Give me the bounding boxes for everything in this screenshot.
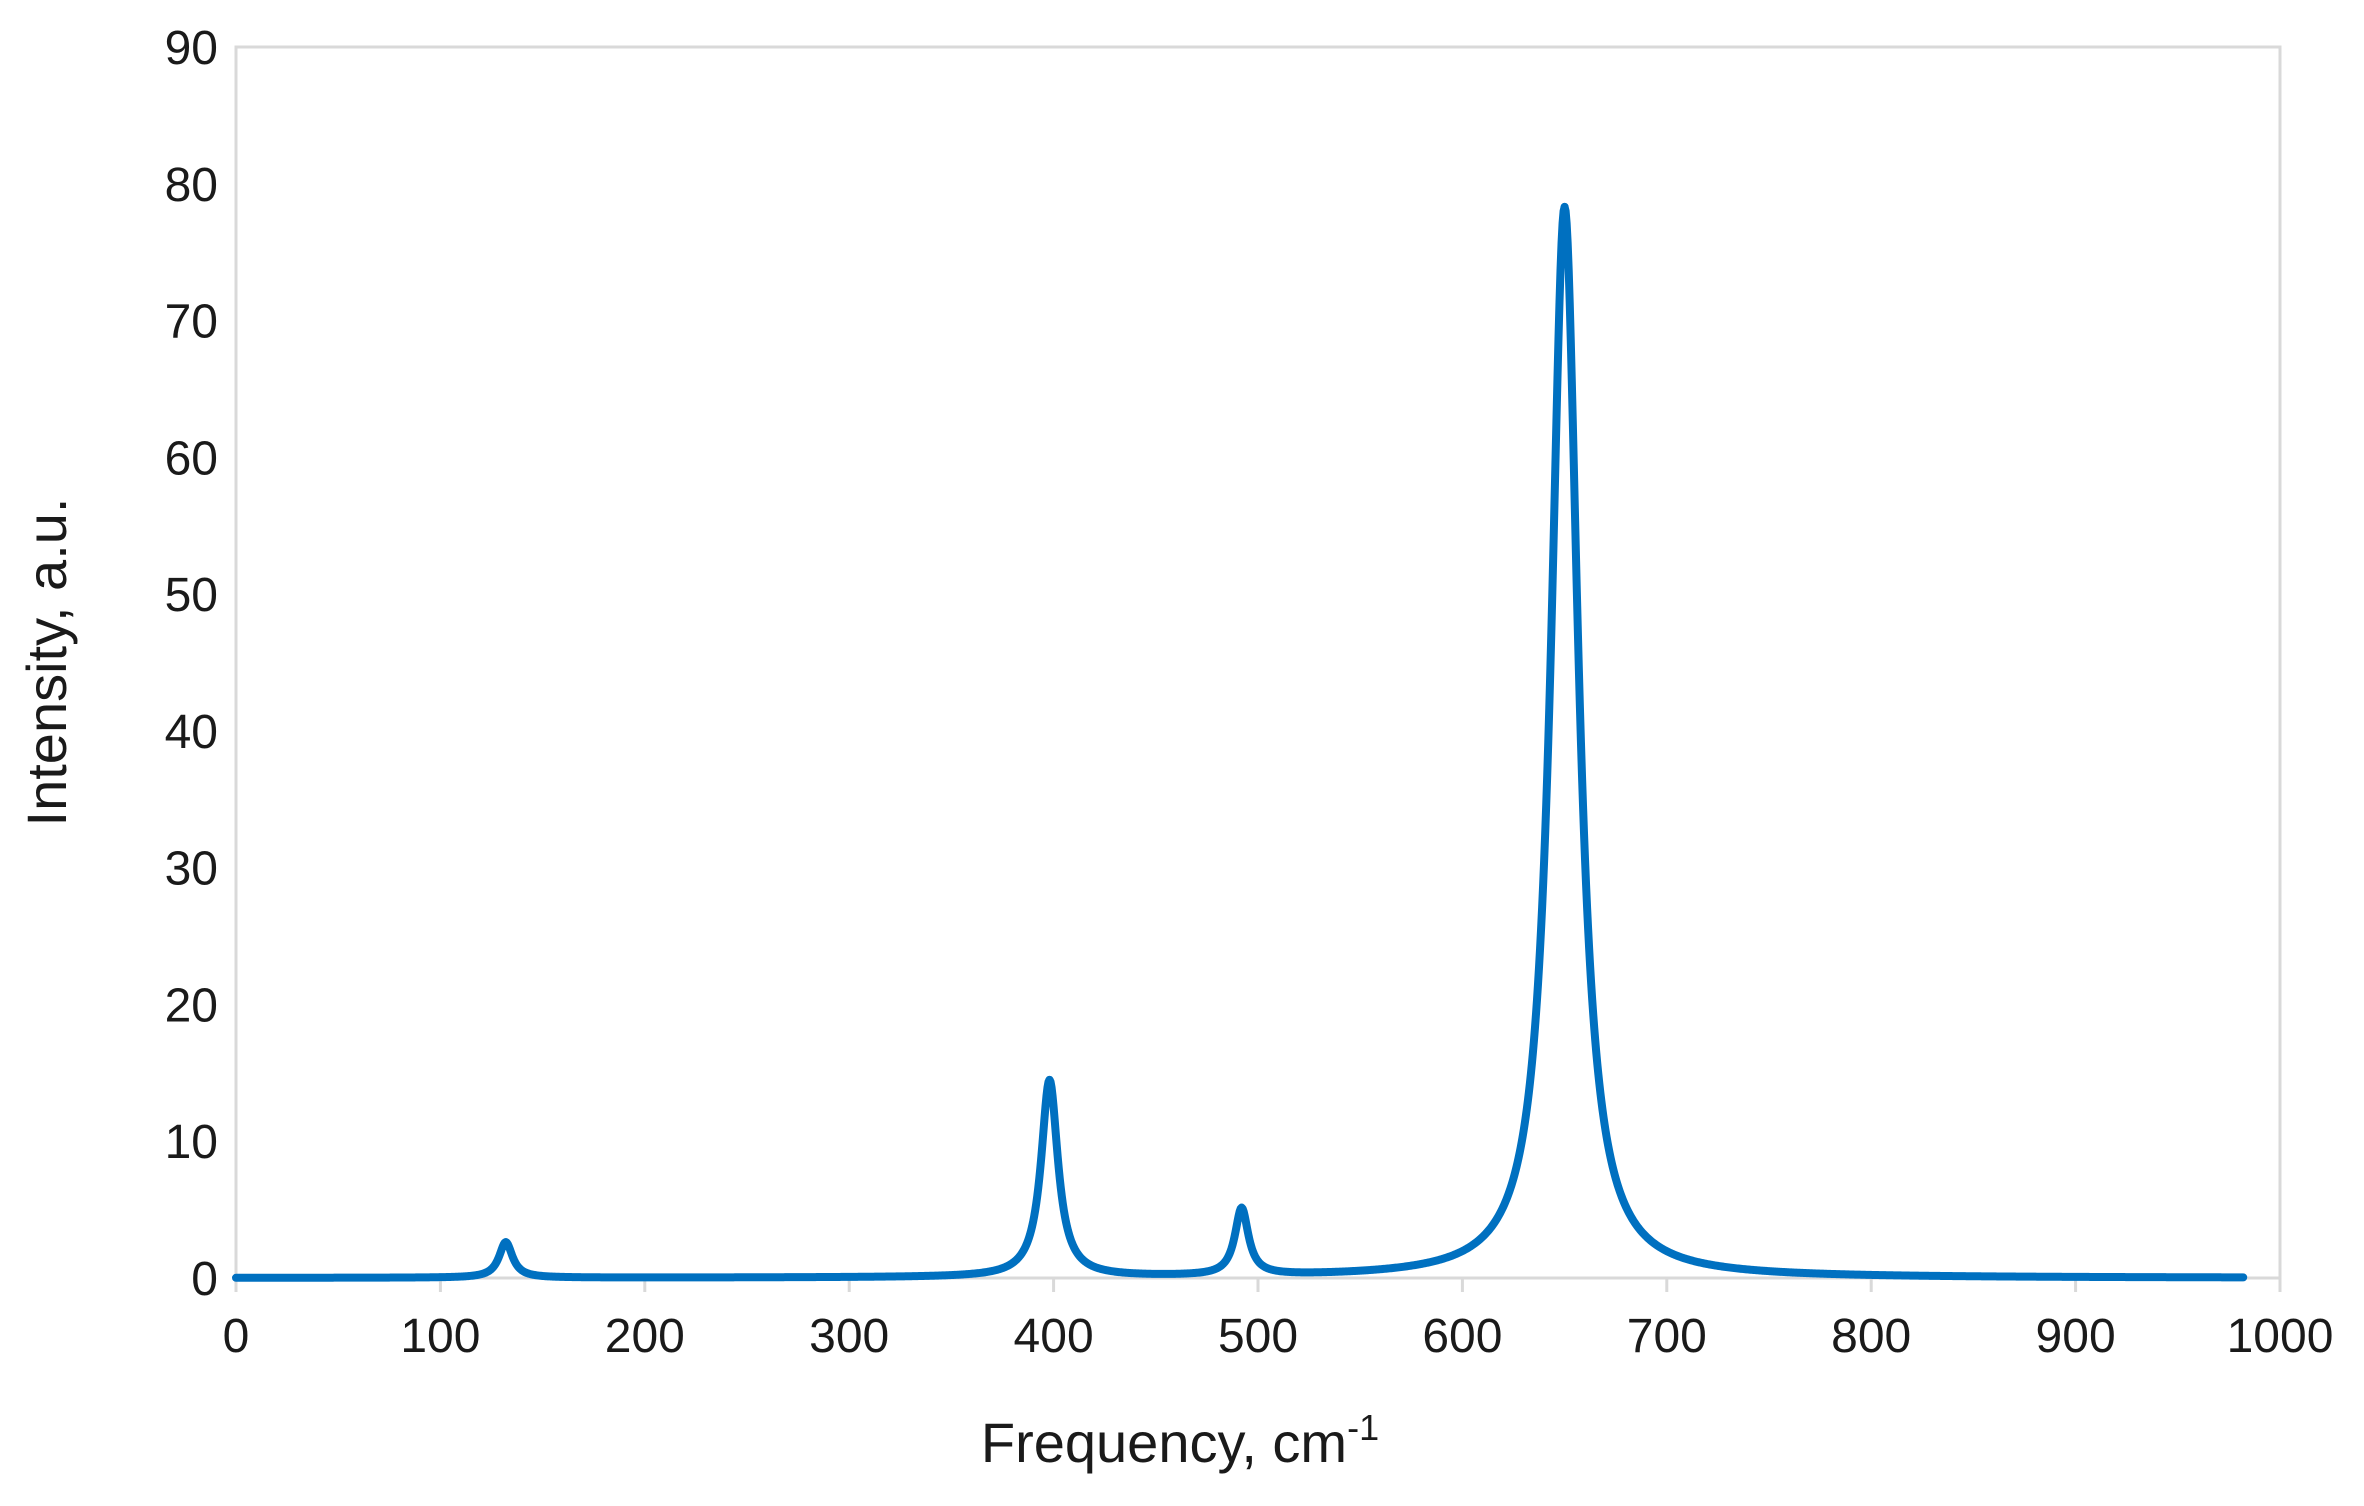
y-tick-label: 80 <box>165 159 218 212</box>
x-tick-label: 600 <box>1422 1310 1502 1363</box>
peak-point <box>1237 1203 1246 1212</box>
y-tick-label: 20 <box>165 979 218 1032</box>
peak-points <box>501 202 1569 1247</box>
y-tick-label: 30 <box>165 843 218 896</box>
x-axis-title-text: Frequency, cm <box>981 1411 1347 1474</box>
y-tick-label: 70 <box>165 296 218 349</box>
x-tick-label: 900 <box>2036 1310 2116 1363</box>
peak-point <box>501 1238 510 1247</box>
y-axis-title: Intensity, a.u. <box>15 498 78 827</box>
y-tick-label: 50 <box>165 569 218 622</box>
series-line <box>232 202 2248 1282</box>
y-tick-label: 0 <box>191 1253 218 1306</box>
peak-point <box>1045 1075 1054 1084</box>
x-tick-label: 800 <box>1831 1310 1911 1363</box>
x-tick-label: 500 <box>1218 1310 1298 1363</box>
y-tick-label: 90 <box>165 22 218 75</box>
x-axis-title: Frequency, cm-1 <box>981 1407 1379 1474</box>
x-tick-label: 100 <box>400 1310 480 1363</box>
x-tick-label: 1000 <box>2227 1310 2334 1363</box>
x-axis-title-superscript: -1 <box>1347 1407 1379 1448</box>
x-tick-label: 0 <box>223 1310 250 1363</box>
plot-area <box>234 45 2282 1280</box>
x-tick-label: 200 <box>605 1310 685 1363</box>
y-tick-label: 40 <box>165 706 218 759</box>
y-tick-label: 60 <box>165 432 218 485</box>
x-axis-tick-labels: 0 100 200 300 400 500 600 700 800 900 1000 <box>223 1310 2334 1363</box>
y-tick-label: 10 <box>165 1116 218 1169</box>
x-tick-label: 700 <box>1627 1310 1707 1363</box>
x-tick-label: 400 <box>1014 1310 1094 1363</box>
peak-point <box>1560 202 1569 211</box>
y-axis-tick-labels: 0 10 20 30 40 50 60 70 80 90 <box>165 22 218 1306</box>
x-tick-label: 300 <box>809 1310 889 1363</box>
